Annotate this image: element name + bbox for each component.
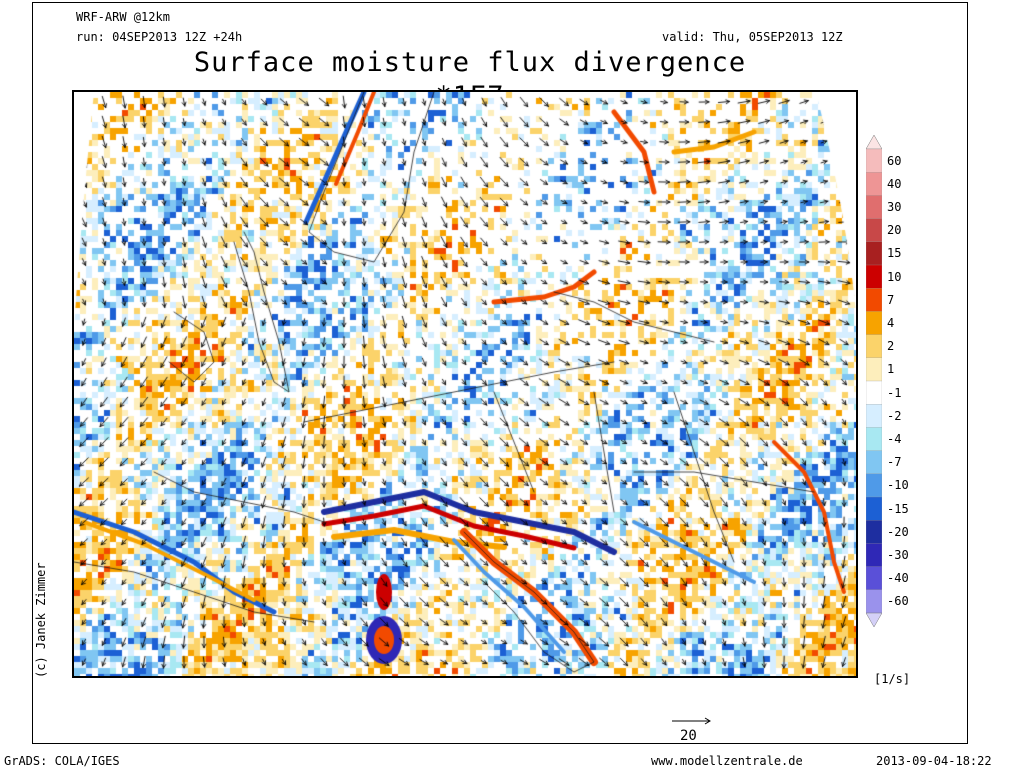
colorbar-swatch bbox=[866, 450, 882, 475]
footer-website: www.modellzentrale.de bbox=[651, 754, 803, 768]
colorbar-tick-label: 60 bbox=[887, 153, 902, 168]
moisture-flux-map bbox=[72, 90, 858, 678]
colorbar-tick-label: 10 bbox=[887, 269, 902, 284]
colorbar-tick-label: 15 bbox=[887, 246, 902, 261]
colorbar-tick-label: 20 bbox=[887, 223, 902, 238]
credit-label: (c) Janek Zimmer bbox=[34, 562, 48, 678]
colorbar-tick-label: -20 bbox=[887, 524, 909, 539]
colorbar-tick-label: -4 bbox=[887, 432, 902, 446]
colorbar-tick-label: 2 bbox=[887, 339, 895, 354]
colorbar-swatch bbox=[866, 589, 882, 614]
colorbar-swatch bbox=[866, 380, 882, 405]
colorbar-tick-label: 7 bbox=[887, 292, 895, 307]
run-label: run: 04SEP2013 12Z +24h bbox=[76, 30, 243, 44]
colorbar-swatch bbox=[866, 172, 882, 197]
colorbar-tick-label: -7 bbox=[887, 455, 902, 470]
colorbar-tick-label: -10 bbox=[887, 478, 909, 493]
colorbar-max-arrow bbox=[866, 135, 882, 150]
colorbar-swatch bbox=[866, 427, 882, 452]
colorbar-swatch bbox=[866, 496, 882, 521]
colorbar-swatch bbox=[866, 218, 882, 243]
colorbar-tick-label: 40 bbox=[887, 176, 902, 191]
colorbar-tick-label: -40 bbox=[887, 571, 909, 586]
colorbar-swatch bbox=[866, 357, 882, 382]
colorbar-swatch bbox=[866, 520, 882, 545]
colorbar-swatch bbox=[866, 473, 882, 498]
colorbar-tick-label: 30 bbox=[887, 200, 902, 214]
footer-software: GrADS: COLA/IGES bbox=[4, 754, 120, 768]
colorbar-swatch bbox=[866, 148, 882, 173]
unit-label: [1/s] bbox=[874, 672, 911, 686]
colorbar-tick-label: 1 bbox=[887, 362, 895, 377]
colorbar-tick-label: -1 bbox=[887, 385, 902, 400]
reference-vector-arrow-icon bbox=[672, 717, 711, 725]
colorbar bbox=[866, 135, 882, 627]
colorbar-swatch bbox=[866, 241, 882, 266]
colorbar-tick-label: -2 bbox=[887, 408, 902, 423]
colorbar-swatch bbox=[866, 404, 882, 429]
footer-timestamp: 2013-09-04-18:22 bbox=[876, 754, 992, 768]
colorbar-swatch bbox=[866, 311, 882, 336]
colorbar-swatch bbox=[866, 288, 882, 313]
model-label: WRF-ARW @12km bbox=[76, 10, 170, 24]
colorbar-tick-label: 4 bbox=[887, 316, 895, 330]
colorbar-tick-label: -60 bbox=[887, 594, 909, 609]
colorbar-tick-label: -30 bbox=[887, 548, 909, 562]
colorbar-swatch bbox=[866, 543, 882, 568]
colorbar-swatch bbox=[866, 195, 882, 220]
colorbar-swatch bbox=[866, 566, 882, 591]
colorbar-min-arrow bbox=[866, 612, 882, 627]
valid-label: valid: Thu, 05SEP2013 12Z bbox=[662, 30, 843, 44]
colorbar-swatch bbox=[866, 264, 882, 289]
reference-vector-label: 20 bbox=[680, 728, 697, 744]
colorbar-swatch bbox=[866, 334, 882, 359]
flux-divergence-field bbox=[74, 92, 856, 676]
plot-frame bbox=[32, 2, 968, 744]
colorbar-tick-label: -15 bbox=[887, 501, 909, 516]
